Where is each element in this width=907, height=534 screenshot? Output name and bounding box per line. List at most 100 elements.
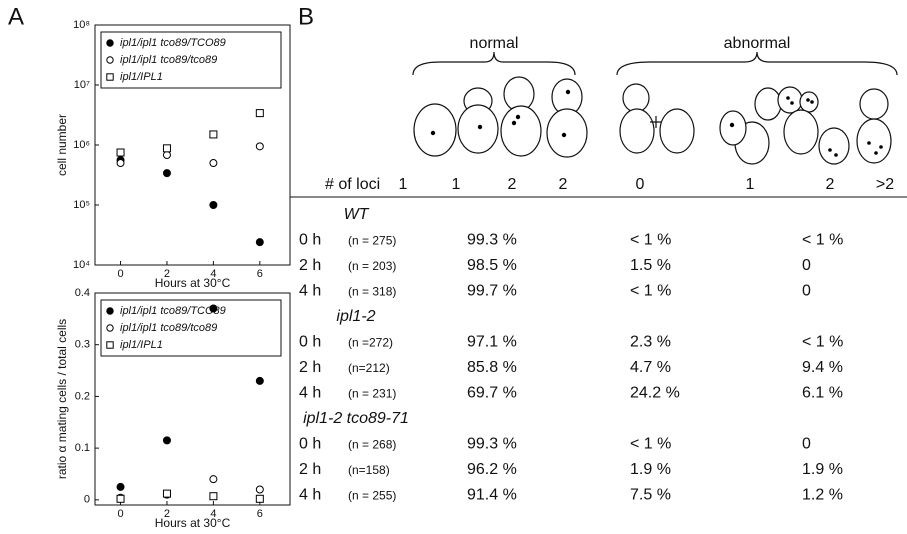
data-point xyxy=(209,492,218,501)
legend-label: ipl1/IPL1 xyxy=(120,339,163,351)
percentage: 2.3 % xyxy=(630,334,671,351)
data-point xyxy=(162,151,171,160)
x-tick-label: 4 xyxy=(210,268,216,280)
x-tick-label: 0 xyxy=(117,268,123,280)
loci-count: 1 xyxy=(746,176,755,193)
percentage: 97.1 % xyxy=(467,334,517,351)
legend-marker xyxy=(106,39,114,47)
group-name: WT xyxy=(344,206,370,223)
percentage: 85.8 % xyxy=(467,359,517,376)
sample-size: (n=212) xyxy=(348,361,390,375)
percentage: < 1 % xyxy=(630,283,671,300)
sample-size: (n = 318) xyxy=(348,285,396,299)
plot-frame xyxy=(94,292,291,506)
percentage: 99.3 % xyxy=(467,232,517,249)
x-tick-label: 2 xyxy=(164,508,170,520)
percentage: 1.9 % xyxy=(630,461,671,478)
percentage: 1.5 % xyxy=(630,257,671,274)
time: 4 h xyxy=(299,487,321,504)
data-point xyxy=(162,489,171,498)
group-name: ipl1-2 tco89-71 xyxy=(303,410,409,427)
loci-count: 1 xyxy=(452,176,461,193)
legend-label: ipl1/ipl1 tco89/TCO89 xyxy=(120,305,226,317)
loci-count: 2 xyxy=(559,176,568,193)
data-point xyxy=(255,494,264,503)
data-point xyxy=(209,475,218,484)
percentage: 0 xyxy=(802,257,811,274)
legend-marker xyxy=(106,324,114,332)
percentage: 9.4 % xyxy=(802,359,843,376)
percentage: < 1 % xyxy=(802,232,843,249)
group-name: ipl1-2 xyxy=(336,308,375,325)
y-tick-label: 0 xyxy=(84,494,90,506)
percentage: 1.9 % xyxy=(802,461,843,478)
sample-size: (n=158) xyxy=(348,463,390,477)
sample-size: (n = 255) xyxy=(348,489,396,503)
data-point xyxy=(209,159,218,168)
cell-drawings xyxy=(412,51,898,165)
data-point xyxy=(162,169,171,178)
x-axis-label: Hours at 30°C xyxy=(155,516,231,530)
time: 0 h xyxy=(299,232,321,249)
legend-label: ipl1/ipl1 tco89/tco89 xyxy=(120,322,217,334)
percentage: < 1 % xyxy=(630,232,671,249)
x-tick-label: 0 xyxy=(117,508,123,520)
data-point xyxy=(255,485,264,494)
data-point xyxy=(162,144,171,153)
y-tick-label: 10⁵ xyxy=(73,199,90,211)
panel-label: B xyxy=(298,3,314,30)
sample-size: (n = 231) xyxy=(348,387,396,401)
loci-count: >2 xyxy=(876,176,894,193)
y-tick-label: 0.2 xyxy=(75,390,90,402)
percentage: 24.2 % xyxy=(630,385,680,402)
percentage: 6.1 % xyxy=(802,385,843,402)
sample-size: (n = 203) xyxy=(348,259,396,273)
loci-count: 2 xyxy=(508,176,517,193)
percentage: 4.7 % xyxy=(630,359,671,376)
data-point xyxy=(255,109,264,118)
time: 4 h xyxy=(299,385,321,402)
percentage: 98.5 % xyxy=(467,257,517,274)
sample-size: (n = 275) xyxy=(348,234,396,248)
time: 0 h xyxy=(299,436,321,453)
panel-label: A xyxy=(8,3,24,30)
x-tick-label: 6 xyxy=(257,268,263,280)
loci-label: # of loci xyxy=(325,176,380,193)
y-tick-label: 0.3 xyxy=(75,339,90,351)
percentage: 99.7 % xyxy=(467,283,517,300)
y-tick-label: 10⁴ xyxy=(73,259,90,271)
brace xyxy=(412,51,576,76)
legend-marker xyxy=(106,73,114,81)
brace xyxy=(616,51,898,76)
data-point xyxy=(116,159,125,168)
legend-label: ipl1/ipl1 tco89/TCO89 xyxy=(120,37,226,49)
legend-label: ipl1/ipl1 tco89/tco89 xyxy=(120,54,217,66)
percentage: 1.2 % xyxy=(802,487,843,504)
data-point xyxy=(209,130,218,139)
data-point xyxy=(255,238,264,247)
y-axis-label: ratio α mating cells / total cells xyxy=(55,319,69,479)
legend-marker xyxy=(106,341,114,349)
legend-marker xyxy=(106,56,114,64)
legend-label: ipl1/IPL1 xyxy=(120,71,163,83)
data-point xyxy=(255,142,264,151)
loci-count: 2 xyxy=(826,176,835,193)
percentage: 91.4 % xyxy=(467,487,517,504)
y-tick-label: 10⁶ xyxy=(73,139,90,151)
data-point xyxy=(116,494,125,503)
percentage: < 1 % xyxy=(802,334,843,351)
x-tick-label: 2 xyxy=(164,268,170,280)
data-point xyxy=(116,148,125,157)
sample-size: (n = 268) xyxy=(348,438,396,452)
percentage: 69.7 % xyxy=(467,385,517,402)
percentage: 0 xyxy=(802,436,811,453)
time: 2 h xyxy=(299,359,321,376)
data-point xyxy=(162,436,171,445)
legend-box xyxy=(100,299,282,357)
y-axis-label: cell number xyxy=(55,114,69,176)
loci-count: 0 xyxy=(636,176,645,193)
x-axis-label: Hours at 30°C xyxy=(155,276,231,290)
y-tick-label: 10⁷ xyxy=(74,79,90,91)
y-tick-label: 0.4 xyxy=(75,287,90,299)
data-point xyxy=(255,376,264,385)
